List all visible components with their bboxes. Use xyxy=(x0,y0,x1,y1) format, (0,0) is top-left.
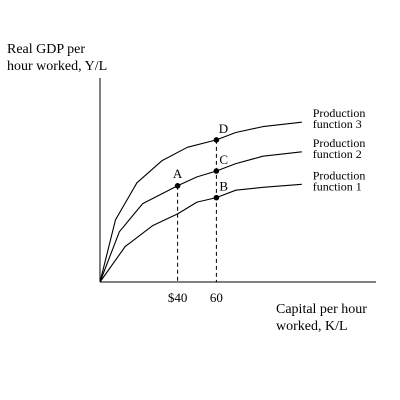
point-c-marker xyxy=(213,168,220,174)
production-function-3-label: function 3 xyxy=(313,117,362,131)
y-axis-label-line: hour worked, Y/L xyxy=(7,59,107,74)
point-d-marker xyxy=(213,137,220,143)
y-axis-label: Real GDP per hour worked, Y/L xyxy=(7,42,107,74)
production-function-3-line xyxy=(99,121,302,283)
drop-lines xyxy=(177,139,217,282)
production-curves xyxy=(99,121,302,283)
point-a-marker xyxy=(174,183,181,189)
x-tick-label: $40 xyxy=(168,290,188,305)
production-function-1-label: function 1 xyxy=(313,179,362,193)
production-function-1-line xyxy=(99,183,302,283)
axes xyxy=(99,78,376,283)
x-axis-label-line: Capital per hour xyxy=(276,302,367,317)
production-function-1-label: Production xyxy=(313,168,366,182)
production-function-2-label: Production xyxy=(313,136,366,150)
x-tick-label: 60 xyxy=(210,290,223,305)
production-function-2-line xyxy=(99,151,302,283)
production-function-2-label: function 2 xyxy=(313,147,362,161)
x-tick-labels: $40 60 xyxy=(168,290,223,305)
point-b-label: B xyxy=(219,179,228,194)
x-axis-label-line: worked, K/L xyxy=(276,319,348,334)
x-axis-label: Capital per hour worked, K/L xyxy=(276,302,367,334)
point-d-label: D xyxy=(219,121,228,136)
point-c-label: C xyxy=(219,152,228,167)
point-b-marker xyxy=(213,194,220,201)
point-a-label: A xyxy=(173,166,183,181)
y-axis-label-line: Real GDP per xyxy=(7,42,85,57)
production-function-3-label: Production xyxy=(313,106,366,120)
labeled-points: A BC D xyxy=(173,121,228,201)
